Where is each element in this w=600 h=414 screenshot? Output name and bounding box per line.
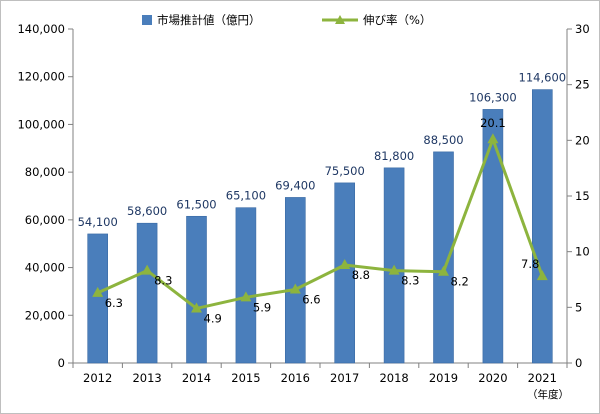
bar-value-label: 65,100 xyxy=(226,189,266,203)
x-tick-label: 2020 xyxy=(478,371,507,385)
x-tick-label: 2016 xyxy=(281,371,310,385)
axes: 0 20,000 40,000 60,000 80,000 100,000 120,000 1… xyxy=(17,22,589,385)
bar xyxy=(87,233,108,364)
x-tick-label: 2013 xyxy=(132,371,161,385)
line-marker xyxy=(536,270,548,281)
legend-line-label: 伸び率（%） xyxy=(363,13,431,27)
y-left-tick-label: 40,000 xyxy=(25,261,65,275)
x-tick-label: 2018 xyxy=(379,371,408,385)
line-value-label: 8.2 xyxy=(451,275,469,289)
line-marker xyxy=(141,264,153,275)
line-value-label: 8.8 xyxy=(352,268,370,282)
line-value-label: 8.3 xyxy=(401,274,419,288)
y-left-tick-label: 20,000 xyxy=(25,308,65,322)
y-right-tick-label: 10 xyxy=(575,245,590,259)
bar xyxy=(482,109,504,364)
x-tick-label: 2019 xyxy=(429,371,458,385)
bar xyxy=(235,207,257,364)
bar xyxy=(186,215,207,364)
y-right-tick-label: 30 xyxy=(575,22,590,36)
x-axis-unit-label: （年度） xyxy=(527,388,569,401)
x-tick-label: 2012 xyxy=(83,371,112,385)
bar-value-label: 114,600 xyxy=(519,71,567,85)
y-right-tick-label: 25 xyxy=(575,78,590,92)
line-value-label: 20.1 xyxy=(480,116,506,130)
line-marker xyxy=(191,302,202,313)
bar xyxy=(531,89,553,364)
legend-bar-label: 市場推計値（億円） xyxy=(157,13,261,27)
line-value-label: 7.8 xyxy=(521,257,539,271)
bar-value-label: 106,300 xyxy=(469,90,517,104)
bar-series xyxy=(87,89,553,364)
y-left-tick-label: 100,000 xyxy=(17,117,65,131)
y-left-tick-label: 80,000 xyxy=(25,165,65,179)
y-left-tick-label: 140,000 xyxy=(17,22,65,36)
y-right-tick-label: 5 xyxy=(575,300,582,314)
bar xyxy=(334,182,356,364)
bar-value-label: 69,400 xyxy=(275,178,315,192)
growth-line xyxy=(97,137,544,310)
line-marker xyxy=(92,286,104,297)
bar-value-label: 88,500 xyxy=(423,133,463,147)
line-marker xyxy=(289,283,301,294)
line-value-label: 6.3 xyxy=(105,296,123,310)
line-marker xyxy=(388,264,400,275)
legend-line-marker xyxy=(335,15,345,24)
bar-value-label: 54,100 xyxy=(78,215,118,229)
legend: 市場推計値（億円） 伸び率（%） xyxy=(142,13,431,27)
x-tick-label: 2021 xyxy=(528,371,557,385)
bar-value-label: 75,500 xyxy=(325,164,365,178)
bar-value-label: 61,500 xyxy=(176,197,216,211)
line-marker xyxy=(240,291,252,302)
bar-value-label: 81,800 xyxy=(374,149,414,163)
y-left-tick-label: 0 xyxy=(58,356,65,370)
y-left-tick-label: 120,000 xyxy=(17,70,65,84)
bar xyxy=(136,222,158,364)
x-tick-label: 2017 xyxy=(330,371,359,385)
y-right-tick-label: 15 xyxy=(575,189,590,203)
line-marker xyxy=(438,265,449,276)
y-left-tick-label: 60,000 xyxy=(25,213,65,227)
bar xyxy=(433,151,454,364)
y-right-tick-label: 0 xyxy=(575,356,582,370)
bar xyxy=(284,197,306,364)
line-value-label: 6.6 xyxy=(302,293,320,307)
line-series xyxy=(92,133,548,313)
line-value-label: 4.9 xyxy=(204,311,222,325)
line-value-label: 5.9 xyxy=(253,300,271,314)
x-tick-label: 2015 xyxy=(231,371,260,385)
line-value-label: 8.3 xyxy=(154,274,172,288)
x-tick-label: 2014 xyxy=(182,371,211,385)
legend-bar-swatch xyxy=(142,15,152,25)
line-marker xyxy=(487,133,499,144)
data-labels: 54,100 58,600 61,500 65,100 69,400 75,500 81,8… xyxy=(78,71,567,326)
bar-value-label: 58,600 xyxy=(127,204,167,218)
y-right-tick-label: 20 xyxy=(575,133,590,147)
line-marker xyxy=(339,259,351,270)
